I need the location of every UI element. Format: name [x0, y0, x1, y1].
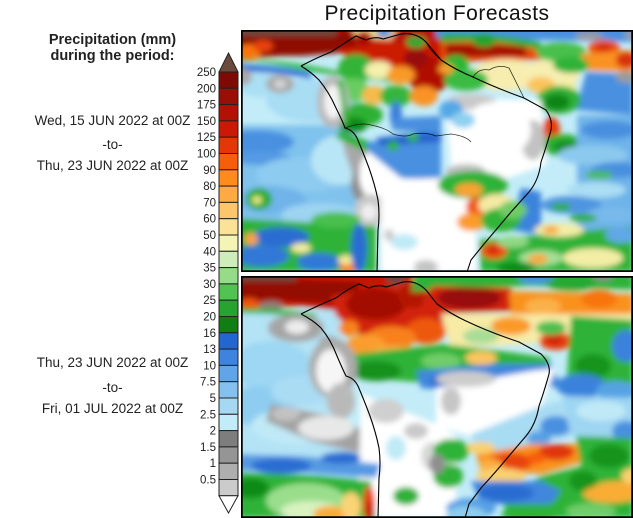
svg-text:200: 200	[197, 83, 216, 95]
svg-text:5: 5	[210, 393, 216, 405]
svg-text:13: 13	[203, 344, 216, 356]
svg-text:80: 80	[203, 181, 216, 193]
svg-text:40: 40	[203, 246, 216, 258]
svg-text:30: 30	[203, 279, 216, 291]
svg-text:10: 10	[203, 360, 216, 372]
svg-text:100: 100	[197, 149, 216, 161]
svg-text:0.5: 0.5	[200, 475, 216, 487]
svg-text:60: 60	[203, 214, 216, 226]
svg-text:16: 16	[203, 328, 216, 340]
svg-text:1.5: 1.5	[200, 442, 216, 454]
svg-text:70: 70	[203, 197, 216, 209]
svg-text:20: 20	[203, 312, 216, 324]
svg-text:250: 250	[197, 67, 216, 79]
svg-text:25: 25	[203, 295, 216, 307]
svg-text:175: 175	[197, 100, 216, 112]
svg-text:90: 90	[203, 165, 216, 177]
svg-text:7.5: 7.5	[200, 377, 216, 389]
svg-text:125: 125	[197, 132, 216, 144]
svg-text:1: 1	[210, 458, 216, 470]
svg-text:2: 2	[210, 426, 216, 438]
svg-text:50: 50	[203, 230, 216, 242]
svg-text:35: 35	[203, 263, 216, 275]
svg-text:2.5: 2.5	[200, 409, 216, 421]
svg-text:150: 150	[197, 116, 216, 128]
